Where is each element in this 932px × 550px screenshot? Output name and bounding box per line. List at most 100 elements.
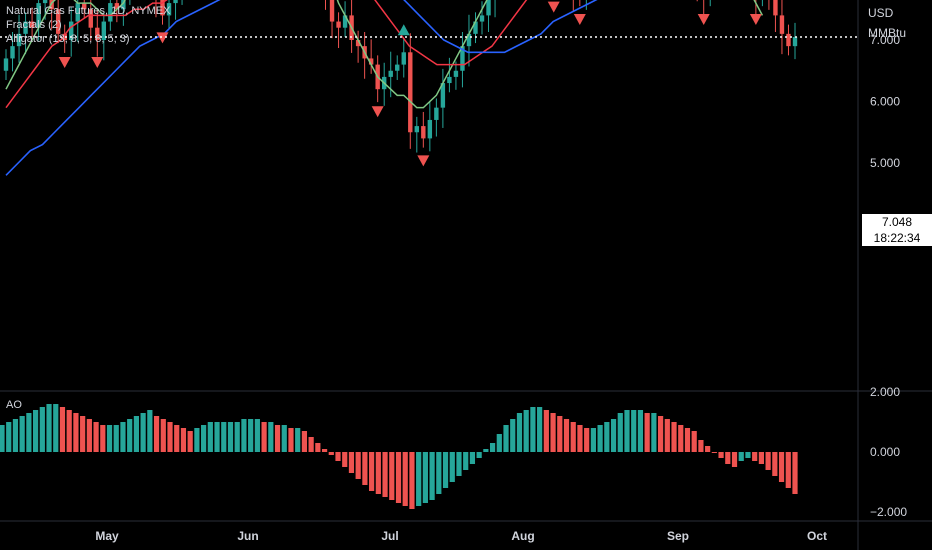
ao-bar — [187, 431, 193, 452]
ao-bar — [429, 452, 435, 500]
candle-body — [29, 21, 35, 28]
candle-body — [336, 21, 341, 28]
fractal-up-marker — [397, 24, 410, 36]
time-tick-label: Jul — [381, 529, 398, 543]
ao-bar — [382, 452, 388, 497]
ao-bar — [274, 425, 281, 452]
time-tick-label: Oct — [807, 529, 827, 543]
candle-body — [62, 33, 67, 40]
ao-bar — [678, 425, 684, 452]
ao-bar — [785, 452, 791, 488]
ao-bar — [315, 443, 321, 452]
ao-bar — [395, 452, 402, 503]
ao-bar — [133, 416, 140, 452]
ao-bar — [33, 410, 39, 452]
ao-bar — [624, 410, 630, 452]
legend: Natural Gas Futures, 1D, NYMEX Fractals … — [6, 4, 170, 46]
ao-bar — [261, 422, 267, 452]
ao-bar — [66, 410, 72, 452]
ao-bar — [765, 452, 771, 470]
candle-body — [773, 0, 778, 16]
ao-bar — [671, 422, 677, 452]
alligator-lips-line — [5, 0, 764, 109]
ao-bar — [489, 443, 496, 452]
ao-bar — [174, 425, 180, 452]
last-price-badge: 7.048 — [862, 214, 932, 230]
candle-body — [440, 83, 446, 108]
candle-body — [329, 0, 335, 22]
ao-bar — [570, 422, 576, 452]
candle-body — [23, 21, 28, 34]
ao-bar — [772, 452, 778, 476]
fractal-down-marker — [547, 1, 560, 13]
ao-bar — [248, 419, 254, 452]
ao-bar — [792, 452, 798, 494]
ao-bar — [577, 425, 583, 452]
ao-bar — [557, 416, 563, 452]
fractals-indicator-label: Fractals (2) — [6, 19, 62, 31]
ao-bar — [321, 449, 328, 452]
ao-bar — [745, 452, 751, 458]
ao-bar — [530, 407, 536, 452]
candle-body — [792, 37, 798, 47]
ao-bar — [718, 452, 724, 458]
fractal-down-marker — [697, 13, 710, 25]
ao-bar — [86, 419, 92, 452]
ao-bar — [402, 452, 408, 506]
ao-bar — [617, 413, 623, 452]
price-tick-label: 6.000 — [870, 95, 900, 109]
fractal-down-marker — [91, 57, 104, 68]
ao-bar — [463, 452, 469, 470]
candle-body — [421, 126, 426, 139]
ao-bar — [268, 422, 274, 452]
fractal-down-marker — [58, 57, 71, 68]
ao-bar — [369, 452, 375, 491]
ao-bar — [563, 419, 570, 452]
candle-body — [95, 27, 100, 40]
candle-body — [786, 33, 791, 47]
candle-body — [401, 52, 406, 65]
candle-body — [453, 70, 459, 77]
ao-bar — [604, 422, 610, 452]
candle-body — [342, 15, 348, 28]
ao-bar — [120, 422, 126, 452]
ao-bar — [147, 410, 153, 452]
candle-body — [434, 107, 439, 120]
candle-body — [388, 70, 393, 77]
ao-bar — [657, 416, 664, 452]
ao-bar — [409, 452, 415, 509]
candle-body — [166, 3, 172, 16]
ao-bar — [39, 407, 45, 452]
ao-bar — [449, 452, 455, 482]
ao-bar — [711, 452, 717, 453]
ao-bar — [469, 452, 476, 464]
candle-body — [160, 0, 165, 16]
ao-bar — [644, 413, 650, 452]
candle-body — [460, 46, 465, 71]
ao-bar — [684, 428, 691, 452]
candle-body — [408, 52, 413, 133]
alligator-jaw-line — [5, 0, 598, 176]
chart-title: Natural Gas Futures, 1D, NYMEX — [6, 5, 171, 17]
time-tick-label: May — [95, 529, 119, 543]
ao-bar — [93, 422, 99, 452]
candle-body — [414, 126, 420, 133]
ao-bar — [348, 452, 355, 473]
ao-bar — [254, 419, 260, 452]
ao-bar — [725, 452, 731, 464]
ao-bar — [631, 410, 637, 452]
time-tick-label: Jun — [237, 529, 258, 543]
candle-body — [10, 46, 15, 59]
alligator-teeth-line — [5, 0, 528, 109]
ao-bar — [483, 449, 489, 452]
candle-body — [395, 64, 400, 71]
price-tick-label: 5.000 — [870, 156, 900, 170]
ao-bar — [80, 416, 86, 452]
ao-bar — [0, 425, 5, 452]
ao-bar — [610, 419, 617, 452]
ao-bar — [705, 446, 711, 452]
ao-bar — [698, 440, 704, 452]
ao-bar — [335, 452, 341, 461]
candle-body — [355, 40, 361, 47]
ao-bar — [456, 452, 462, 476]
